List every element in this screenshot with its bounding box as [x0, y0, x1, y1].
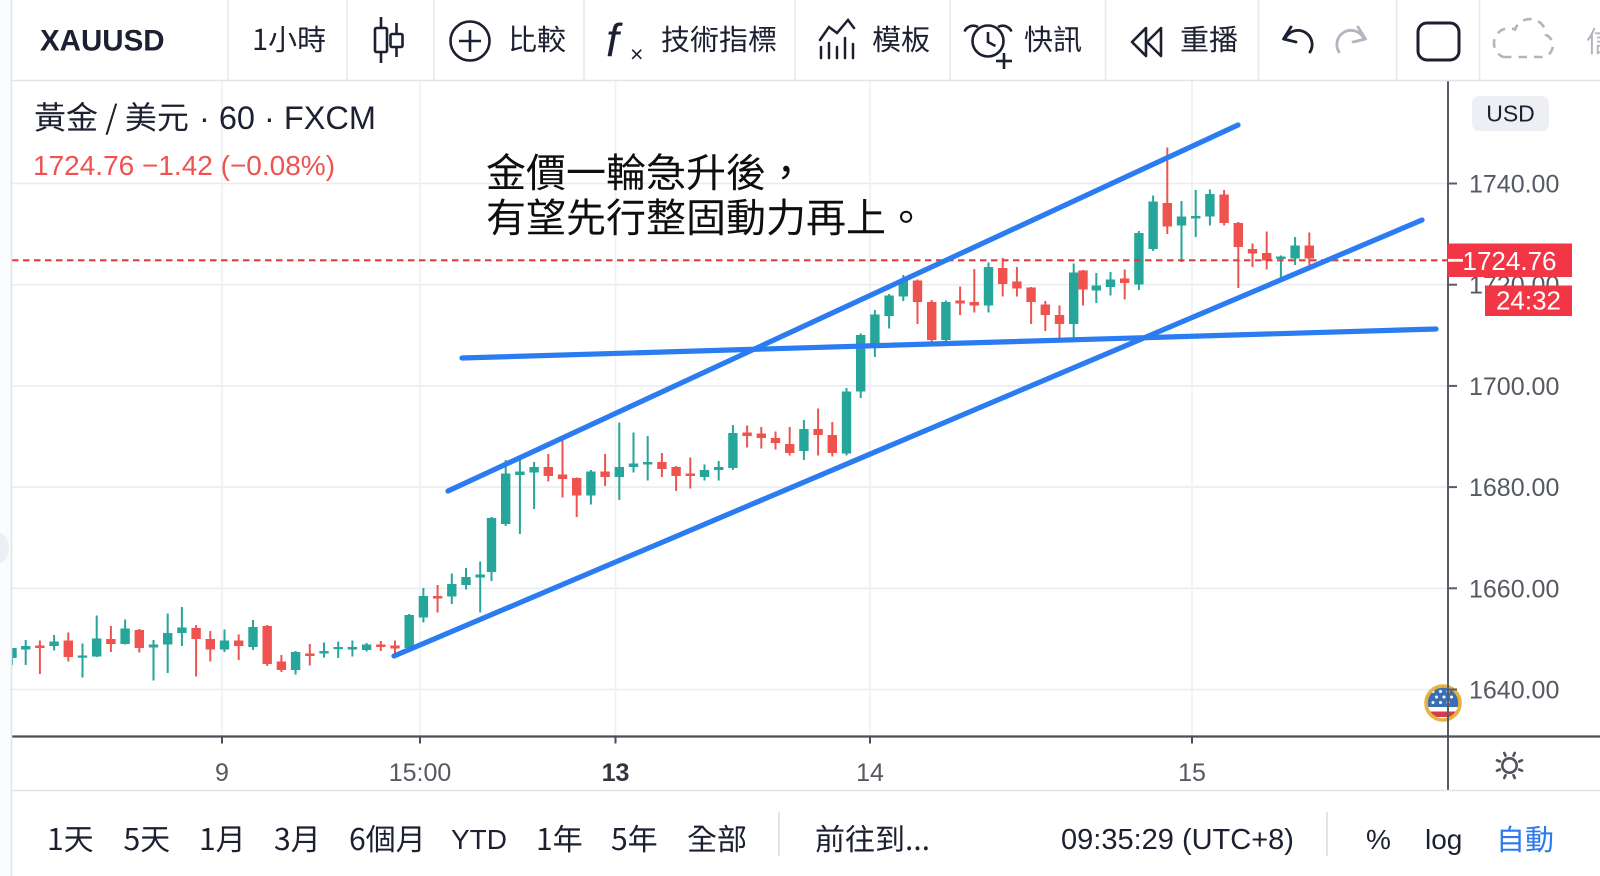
svg-text:log: log [1425, 824, 1462, 855]
svg-text:×: × [630, 41, 643, 67]
svg-text:14: 14 [856, 759, 884, 787]
svg-text:1700.00: 1700.00 [1469, 373, 1559, 401]
svg-text:1724.76: 1724.76 [1463, 246, 1557, 276]
svg-text:09:35:29 (UTC+8): 09:35:29 (UTC+8) [1061, 824, 1294, 856]
svg-text:24:32: 24:32 [1496, 286, 1561, 316]
svg-text:9: 9 [215, 759, 229, 787]
svg-text:1660.00: 1660.00 [1469, 575, 1559, 603]
svg-text:1640.00: 1640.00 [1469, 677, 1559, 705]
svg-text:15:00: 15:00 [389, 759, 452, 787]
svg-text:1680.00: 1680.00 [1469, 474, 1559, 502]
svg-text:1724.76 −1.42 (−0.08%): 1724.76 −1.42 (−0.08%) [33, 150, 335, 181]
svg-text:YTD: YTD [451, 824, 507, 855]
svg-text:13: 13 [602, 759, 630, 787]
svg-text:1740.00: 1740.00 [1469, 171, 1559, 199]
svg-text:XAUUSD: XAUUSD [40, 25, 165, 58]
svg-text:15: 15 [1178, 759, 1206, 787]
svg-text:f: f [606, 14, 623, 66]
svg-text:USD: USD [1486, 101, 1535, 127]
svg-text:%: % [1366, 824, 1391, 855]
svg-text:· 60 · FXCM: · 60 · FXCM [199, 100, 376, 136]
